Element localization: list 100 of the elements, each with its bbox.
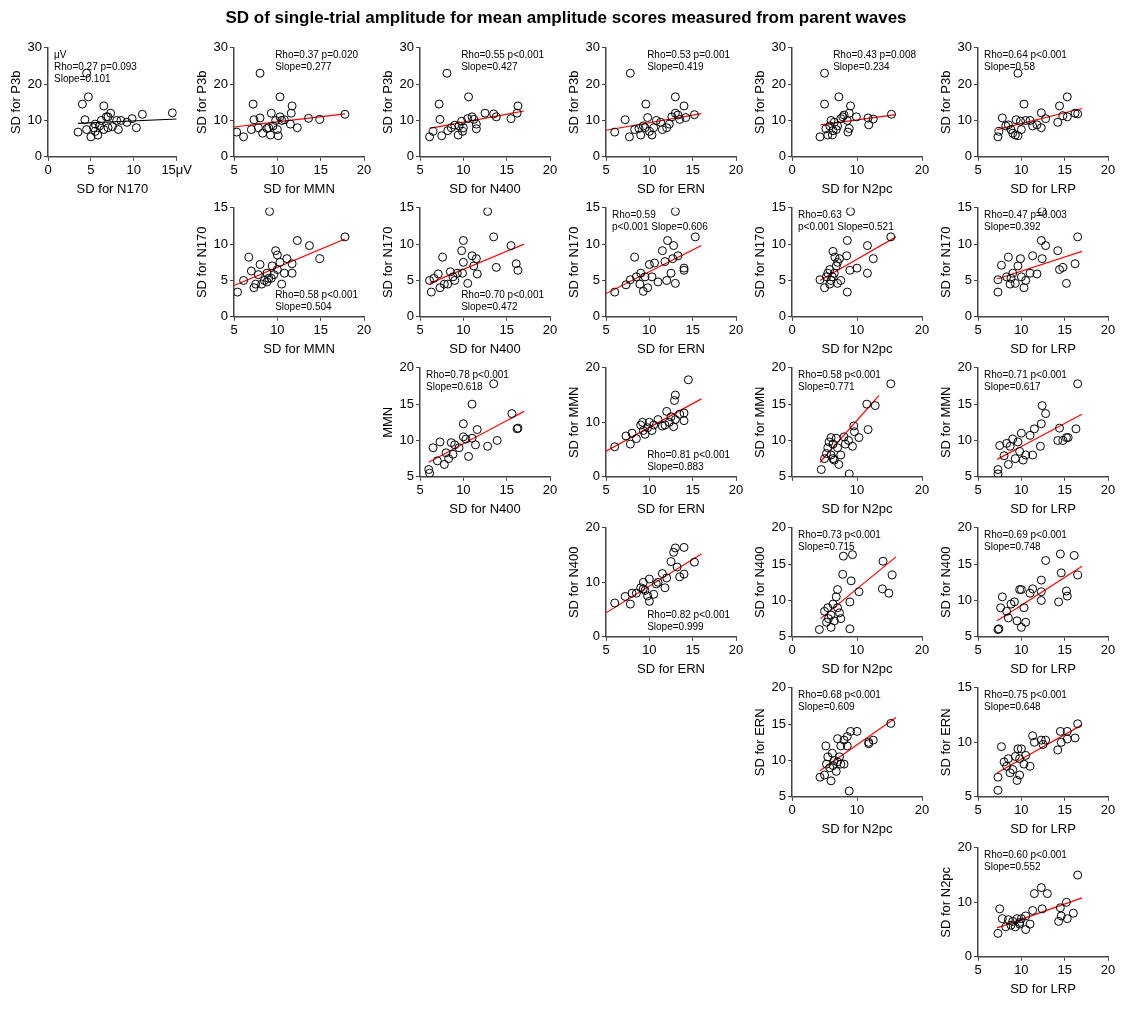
point bbox=[1013, 261, 1023, 271]
point bbox=[627, 588, 637, 598]
point bbox=[506, 241, 516, 251]
point bbox=[287, 101, 297, 111]
point bbox=[249, 115, 259, 125]
point bbox=[844, 469, 854, 477]
x-tick-label: 20 bbox=[542, 322, 558, 338]
point bbox=[627, 428, 637, 438]
point bbox=[842, 115, 852, 125]
point bbox=[815, 132, 825, 142]
point bbox=[292, 236, 302, 245]
point bbox=[1054, 423, 1064, 433]
point bbox=[993, 469, 1003, 477]
point bbox=[1025, 761, 1035, 771]
y-tick-label: 20 bbox=[771, 679, 787, 695]
point bbox=[670, 415, 680, 425]
point bbox=[670, 396, 679, 405]
point bbox=[815, 275, 825, 285]
point bbox=[1032, 120, 1042, 130]
point bbox=[1028, 450, 1038, 460]
point bbox=[1016, 125, 1026, 135]
x-tick-label: 10 bbox=[456, 162, 471, 178]
point bbox=[432, 456, 442, 466]
point bbox=[454, 443, 464, 453]
annotation: Rho=0.78 p<0.001 bbox=[426, 368, 510, 380]
point bbox=[1054, 916, 1064, 926]
point bbox=[1012, 616, 1022, 626]
point bbox=[821, 741, 831, 751]
x-tick-label: 10 bbox=[849, 802, 865, 818]
point bbox=[625, 439, 635, 449]
point bbox=[257, 279, 267, 289]
point bbox=[653, 415, 663, 425]
point bbox=[643, 423, 653, 433]
y-tick-label: 10 bbox=[399, 112, 415, 128]
annotation: Slope=0.617 bbox=[984, 380, 1041, 392]
point bbox=[650, 258, 660, 268]
annotation: μV bbox=[54, 48, 67, 60]
point bbox=[834, 459, 844, 469]
point bbox=[842, 731, 852, 741]
x-tick-label: 10 bbox=[1014, 802, 1029, 818]
annotation: Slope=0.609 bbox=[798, 700, 855, 712]
point bbox=[649, 123, 659, 133]
x-axis-title: SD for N2pc bbox=[821, 500, 893, 516]
annotation: Slope=0.618 bbox=[426, 380, 483, 392]
point bbox=[631, 272, 641, 282]
y-tick-label: 0 bbox=[406, 308, 415, 324]
point bbox=[286, 108, 296, 118]
point bbox=[268, 121, 278, 131]
point bbox=[870, 401, 880, 411]
annotation: Slope=0.883 bbox=[647, 460, 705, 472]
point bbox=[638, 425, 648, 435]
point bbox=[285, 119, 295, 129]
chart-title: SD of single-trial amplitude for mean amplitude scores measured from parent waves bbox=[224, 8, 908, 28]
point bbox=[995, 441, 1005, 451]
y-tick-label: 0 bbox=[34, 148, 43, 164]
annotation: Rho=0.70 p<0.001 bbox=[461, 288, 545, 300]
y-axis-title: SD for ERN bbox=[752, 708, 768, 777]
annotation: Rho=0.64 p<0.001 bbox=[984, 48, 1068, 60]
point bbox=[265, 130, 275, 140]
point bbox=[833, 443, 843, 453]
point bbox=[253, 270, 263, 280]
point bbox=[828, 439, 838, 449]
point bbox=[820, 68, 830, 78]
point bbox=[506, 114, 516, 124]
point bbox=[315, 114, 325, 124]
x-tick-label: 10 bbox=[642, 642, 657, 658]
point bbox=[878, 556, 888, 566]
annotation: Slope=0.748 bbox=[984, 540, 1041, 552]
point bbox=[1021, 925, 1031, 935]
y-tick-label: 0 bbox=[964, 148, 973, 164]
annotation: Slope=0.277 bbox=[275, 60, 333, 72]
point bbox=[666, 268, 676, 278]
point bbox=[443, 279, 453, 289]
y-axis-title: SD for MMN bbox=[566, 386, 582, 459]
point bbox=[631, 434, 641, 444]
y-tick-label: 10 bbox=[957, 592, 973, 608]
point bbox=[483, 207, 493, 216]
point bbox=[1016, 622, 1026, 632]
point bbox=[863, 113, 873, 123]
point bbox=[852, 263, 862, 273]
annotation: Rho=0.82 p<0.001 bbox=[647, 608, 731, 620]
point bbox=[1028, 905, 1038, 915]
y-tick-label: 30 bbox=[213, 39, 229, 55]
point bbox=[621, 280, 631, 290]
point bbox=[996, 260, 1006, 270]
point bbox=[1010, 922, 1020, 932]
y-tick-label: 10 bbox=[585, 112, 601, 128]
y-axis-title: SD for ERN bbox=[938, 708, 954, 777]
point bbox=[657, 246, 667, 256]
y-tick-label: 30 bbox=[771, 39, 787, 55]
point bbox=[1073, 379, 1083, 389]
point bbox=[675, 572, 685, 582]
y-tick-label: 20 bbox=[957, 839, 973, 855]
point bbox=[670, 278, 680, 288]
point bbox=[1002, 272, 1012, 282]
x-tick-label: 15 bbox=[1057, 482, 1072, 498]
point bbox=[90, 119, 100, 129]
y-tick-label: 10 bbox=[771, 432, 787, 448]
point bbox=[679, 408, 689, 418]
point bbox=[839, 735, 849, 745]
